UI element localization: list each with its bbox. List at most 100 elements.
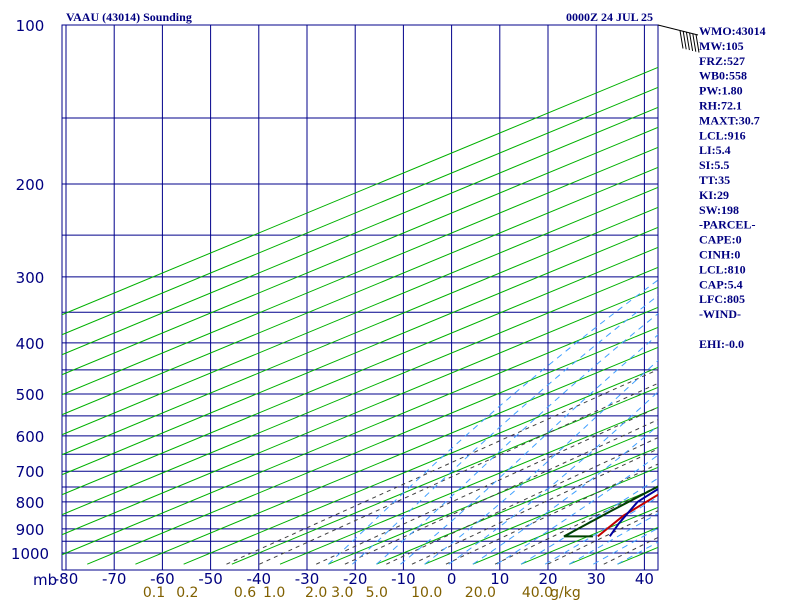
isotherm-line [424,466,658,565]
temp-tick-label: -30 [295,570,320,588]
mixing-ratio-line [316,406,658,565]
temp-tick-label: -20 [343,570,368,588]
mixing-ratio-label: 0.2 [176,585,198,600]
index-line: PW:1.80 [699,84,743,98]
pressure-tick-label: 400 [16,335,45,353]
pressure-tick-label: 600 [16,428,45,446]
wind-barb-flag [679,30,684,49]
pressure-tick-label: 800 [16,494,45,512]
index-line: WB0:558 [699,69,747,83]
isotherm-line [87,326,658,565]
temp-tick-label: 0 [447,570,457,588]
pressure-tick-label: 900 [16,521,45,539]
isotherm-line [62,86,658,336]
moist-adiabat-line [327,279,658,565]
mixing-ratio-line [344,419,658,565]
temp-tick-label: 20 [538,570,557,588]
temp-tick-label: 30 [587,570,606,588]
mixing-ratio-label: 3.0 [331,585,353,600]
moist-adiabats [327,279,658,565]
temp-tick-label: -40 [247,570,272,588]
wind-barb-shaft [657,24,699,36]
temp-tick-label: 40 [635,570,654,588]
temp-tick-label: -60 [150,570,175,588]
isotherm-line [62,266,658,516]
index-line: LCL:810 [699,262,746,276]
isotherm-line [62,66,658,316]
mixing-ratio-label: 0.1 [143,585,165,600]
index-line: RH:72.1 [699,99,742,113]
mixing-ratio-line [259,382,658,565]
index-line: SW:198 [699,203,739,217]
temp-tick-label: -10 [391,570,416,588]
moist-adiabat-line [352,295,658,565]
mixing-ratio-label: 1.0 [263,585,285,600]
isotherm-line [62,186,658,436]
mixing-ratio-label: 0.6 [234,585,256,600]
mixing-ratio-line [547,510,658,565]
mixing-ratio-label: 5.0 [366,585,388,600]
wind-barb [657,24,700,53]
index-line: LCL:916 [699,128,746,142]
moist-adiabat-line [544,496,658,565]
isotherm-line [62,306,658,556]
valid-time: 0000Z 24 JUL 25 [566,10,653,24]
pressure-tick-label: 200 [16,176,45,194]
pressure-tick-label: 300 [16,269,45,287]
index-line: EHI:-0.0 [699,337,744,351]
isotherms [62,66,658,565]
isotherm-line [62,206,658,456]
isotherm-line [62,106,658,356]
isotherm-line [231,386,658,565]
isotherm-line [62,146,658,396]
mixing-ratio-label: g/kg [550,585,581,600]
wind-barb-flag [685,32,690,51]
index-line: WMO:43014 [699,24,766,38]
temp-tick-label: 10 [490,570,509,588]
index-line: LI:5.4 [699,143,731,157]
mixing-ratio-line [226,369,658,565]
index-line: KI:29 [699,188,729,202]
isotherm-line [62,226,658,476]
wind-barb-flag [682,31,687,50]
pressure-tick-label: 500 [16,386,45,404]
wind-barb-flag [692,33,697,52]
isotherm-line [62,286,658,536]
parcel-trace [563,485,658,538]
isotherm-line [135,346,658,565]
isotherm-line [62,246,658,496]
isotherm-line [376,446,658,565]
mixing-ratio-label: 40.0 [522,585,553,600]
temp-tick-label: -50 [198,570,223,588]
pressure-tick-label: 1000 [11,545,49,563]
mixing-ratio-line [494,485,658,565]
wind-barb-flag [695,34,700,53]
pressure-unit-label: mb [33,571,57,589]
mixing-ratio-label: 2.0 [305,585,327,600]
mixing-ratio-lines [226,369,658,565]
isotherm-line [328,426,658,565]
mixing-ratio-line [445,463,658,565]
stability-indices: WMO:43014MW:105FRZ:527WB0:558PW:1.80RH:7… [699,24,766,351]
isotherm-line [279,406,658,565]
moist-adiabat-line [376,312,658,565]
moist-adiabat-line [424,359,658,565]
station-title: VAAU (43014) Sounding [66,10,192,24]
temp-tick-label: -80 [54,570,79,588]
sounding-profiles [563,485,658,538]
pressure-tick-label: 700 [16,463,45,481]
moist-adiabat-line [400,334,658,565]
pressure-tick-label: 100 [16,17,45,35]
mixing-ratio-line [411,448,658,565]
index-line: MAXT:30.7 [699,113,760,127]
isotherm-line [62,166,658,416]
isotherm-line [62,126,658,376]
index-line: TT:35 [699,173,730,187]
index-line: CINH:0 [699,248,740,262]
index-line: -WIND- [699,307,741,321]
isotherm-line [472,486,658,565]
index-line: CAP:5.4 [699,277,743,291]
isotherm-line [183,366,658,565]
